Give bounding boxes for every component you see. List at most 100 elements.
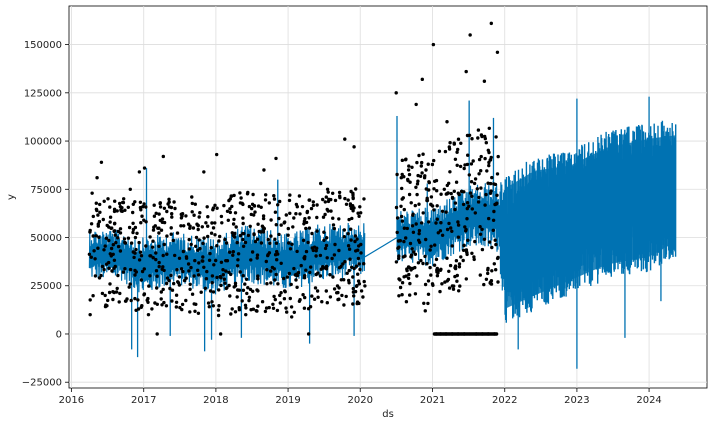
observed-point [138, 200, 143, 204]
observed-series [87, 21, 500, 336]
observed-point [354, 264, 359, 268]
observed-point [275, 258, 279, 262]
observed-point [223, 281, 227, 285]
observed-point [142, 267, 146, 271]
observed-point [400, 158, 405, 163]
observed-point [188, 287, 192, 291]
observed-point [95, 176, 99, 180]
observed-point [233, 281, 238, 285]
observed-point [252, 213, 256, 217]
observed-point [279, 291, 283, 295]
observed-point [278, 293, 282, 298]
observed-point [290, 315, 294, 319]
observed-point [408, 281, 412, 286]
observed-point [315, 229, 319, 233]
observed-point [303, 295, 307, 300]
observed-point [476, 128, 481, 132]
observed-point [174, 305, 179, 309]
observed-point [436, 231, 440, 235]
observed-point [273, 237, 277, 241]
observed-point [110, 269, 114, 273]
observed-point [349, 206, 353, 211]
observed-point [407, 164, 411, 168]
observed-point [107, 266, 111, 270]
observed-point [158, 201, 162, 206]
observed-point [232, 193, 236, 198]
observed-point [486, 268, 490, 272]
observed-point [403, 158, 408, 162]
observed-point [471, 159, 475, 163]
observed-point [160, 217, 165, 221]
observed-point [494, 268, 498, 272]
observed-point [115, 209, 119, 213]
observed-point [325, 236, 329, 240]
observed-point [475, 187, 479, 191]
observed-point [495, 50, 500, 55]
observed-point [164, 281, 169, 286]
observed-point [405, 267, 409, 271]
observed-point [442, 187, 446, 191]
observed-point [139, 221, 143, 225]
observed-point [410, 165, 414, 169]
observed-point [337, 190, 342, 195]
observed-point [426, 292, 431, 296]
observed-point [126, 205, 130, 209]
observed-point [225, 286, 229, 290]
observed-point [302, 306, 307, 310]
observed-point [458, 284, 462, 288]
observed-point [493, 182, 498, 187]
observed-point [273, 210, 278, 214]
observed-point [301, 238, 306, 243]
observed-point [338, 195, 342, 200]
observed-point [236, 288, 240, 292]
observed-point [465, 252, 469, 257]
observed-point [447, 221, 451, 226]
observed-point [116, 273, 120, 278]
observed-point [233, 211, 238, 215]
observed-point [445, 227, 450, 232]
observed-point [329, 209, 333, 213]
observed-point [157, 212, 161, 216]
observed-point [416, 261, 421, 265]
observed-point [166, 202, 170, 206]
observed-point [136, 307, 141, 311]
observed-point [291, 225, 295, 229]
observed-point [145, 298, 149, 302]
observed-point [142, 166, 147, 170]
observed-point [449, 191, 453, 196]
x-tick-label: 2016 [59, 395, 84, 406]
observed-point [133, 235, 138, 240]
observed-point [416, 179, 420, 183]
observed-point [399, 176, 403, 180]
observed-point [214, 258, 218, 263]
observed-point [272, 194, 276, 198]
observed-point [216, 308, 221, 312]
observed-point [450, 244, 454, 248]
observed-point [232, 217, 236, 222]
x-tick-label: 2019 [275, 395, 300, 406]
observed-point [269, 281, 273, 285]
observed-point [245, 291, 249, 296]
observed-point [295, 285, 299, 289]
observed-point [131, 210, 135, 215]
observed-point [348, 204, 353, 208]
observed-point [397, 254, 401, 258]
observed-point [272, 267, 276, 271]
observed-point [193, 202, 197, 206]
observed-point [309, 206, 314, 211]
observed-point [419, 164, 423, 168]
observed-point [219, 260, 224, 264]
observed-point [439, 221, 443, 225]
observed-point [480, 247, 485, 252]
observed-point [440, 233, 445, 237]
observed-point [294, 278, 298, 282]
observed-point [404, 236, 408, 240]
observed-point [331, 216, 335, 220]
observed-point [89, 222, 94, 226]
observed-point [282, 221, 286, 225]
observed-point [103, 293, 107, 298]
observed-point [277, 216, 281, 221]
observed-point [325, 256, 329, 260]
observed-point [135, 231, 139, 235]
